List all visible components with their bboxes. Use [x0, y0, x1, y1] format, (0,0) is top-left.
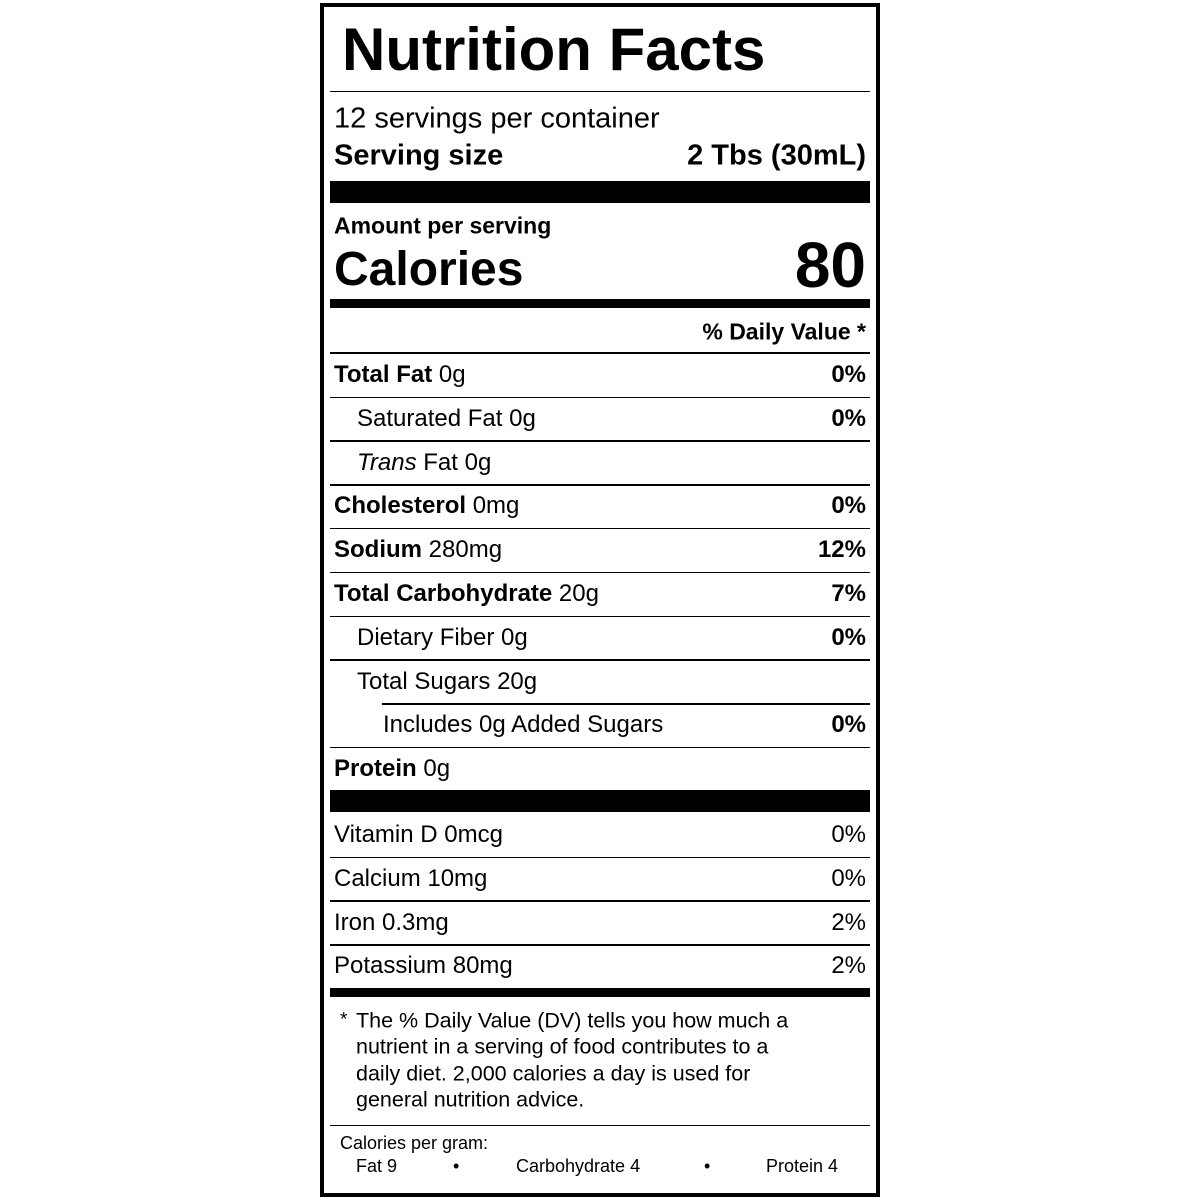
nutrient-name: Dietary Fiber — [357, 623, 495, 651]
nutrient-amount: 0g — [423, 755, 451, 783]
rule — [330, 484, 870, 486]
rule — [330, 746, 870, 749]
vitamin-dv: 2% — [831, 908, 866, 936]
nutrient-dv: 0% — [831, 492, 866, 520]
nutrient-name: Cholesterol — [334, 492, 467, 520]
rule — [330, 790, 870, 812]
nutrient-dv: 0% — [831, 623, 866, 651]
rule — [330, 181, 870, 203]
amount-per-serving: Amount per serving — [334, 212, 552, 239]
nutrient-name: Saturated Fat — [357, 404, 503, 432]
rule — [330, 352, 870, 354]
serving-size-label: Serving size — [334, 139, 504, 172]
vitamin-name: Calcium — [334, 864, 421, 892]
nutrient-row: Total Sugars 20g — [357, 667, 538, 695]
rule — [330, 1125, 870, 1126]
cpg-item: Carbohydrate 4 — [516, 1156, 641, 1176]
nutrient-name: Total Fat — [334, 361, 433, 388]
calories-label: Calories — [334, 243, 524, 296]
vitamin-name: Potassium — [334, 952, 447, 980]
nutrient-row: Protein 0g — [334, 757, 450, 781]
title: Nutrition Facts — [342, 16, 766, 83]
vitamin-row: Iron 0.3mg — [334, 908, 449, 936]
serving-size: 2 Tbs (30mL) — [687, 139, 866, 172]
nutrient-row: Includes 0g Added Sugars — [383, 713, 663, 737]
footnote-line: general nutrition advice. — [356, 1087, 585, 1112]
rule — [330, 571, 870, 574]
nutrient-row: Sodium 280mg — [334, 538, 502, 562]
nutrient-amount: 0mg — [472, 492, 520, 520]
vitamin-amount: 80mg — [452, 952, 513, 980]
rule — [330, 440, 870, 442]
nutrient-row: Dietary Fiber 0g — [357, 623, 528, 651]
footnote-line: The % Daily Value (DV) tells you how muc… — [356, 1008, 789, 1033]
vitamin-amount: 10mg — [427, 864, 488, 892]
vitamin-dv: 0% — [831, 821, 866, 848]
nutrient-dv: 0% — [831, 361, 866, 388]
nutrient-dv: 0% — [831, 404, 866, 432]
nutrient-row: Saturated Fat 0g — [357, 404, 536, 432]
nutrient-amount: 0g — [501, 623, 528, 651]
rule — [330, 615, 870, 617]
nutrient-name: Total Sugars — [357, 667, 491, 695]
nutrient-dv: 12% — [817, 536, 866, 564]
vitamin-name: Vitamin D — [334, 821, 438, 848]
nutrient-amount: 0g — [464, 448, 492, 476]
footnote-star: * — [340, 1009, 348, 1031]
rule — [330, 659, 870, 661]
cpg-item: Protein 4 — [766, 1156, 839, 1176]
rule — [330, 900, 870, 902]
rule — [330, 944, 870, 946]
nutrient-name: Sodium — [334, 536, 422, 564]
vitamin-row: Calcium 10mg — [334, 864, 488, 892]
nutrient-row: Total Carbohydrate 20g — [334, 582, 599, 606]
dv-header: % Daily Value * — [702, 318, 866, 345]
nutrient-amount: 0g — [509, 404, 536, 432]
servings: 12 servings per container — [334, 102, 660, 135]
nutrient-amount: 20g — [497, 667, 538, 695]
nutrient-row: Trans Fat 0g — [357, 448, 492, 476]
nutrient-row: Cholesterol 0mg — [334, 494, 519, 518]
nutrient-name: Fat — [423, 448, 458, 476]
footnote-line: daily diet. 2,000 calories a day is used… — [356, 1060, 751, 1085]
vitamin-amount: 0.3mg — [382, 908, 449, 936]
rule — [382, 703, 870, 705]
nutrient-amount: 280mg — [428, 536, 503, 564]
cpg-bullet: • — [453, 1156, 460, 1176]
rule — [330, 91, 870, 92]
rule — [330, 527, 870, 530]
nutrient-name: Includes 0g Added Sugars — [383, 711, 664, 739]
nutrient-dv: 0% — [831, 711, 866, 739]
rule — [330, 396, 870, 398]
footnote-line: nutrient in a serving of food contribute… — [356, 1034, 769, 1059]
vitamin-amount: 0mcg — [444, 821, 503, 848]
nutrient-name: Protein — [334, 755, 417, 783]
rule — [330, 299, 870, 308]
vitamin-name: Iron — [334, 908, 376, 936]
nutrient-amount: 0g — [438, 361, 466, 388]
calories-value: 80 — [794, 229, 866, 301]
vitamin-dv: 2% — [831, 952, 866, 980]
nutrient-amount: 20g — [558, 580, 599, 607]
nutrient-name-italic: Trans — [357, 448, 417, 476]
rule — [330, 988, 870, 997]
nutrient-name: Total Carbohydrate — [334, 580, 553, 607]
nutrient-row: Total Fat 0g — [334, 363, 466, 387]
vitamin-row: Vitamin D 0mcg — [334, 823, 503, 847]
cpg-bullet: • — [704, 1156, 711, 1176]
cpg-label: Calories per gram: — [340, 1133, 489, 1153]
rule — [330, 856, 870, 858]
cpg-item: Fat 9 — [356, 1156, 398, 1176]
vitamin-row: Potassium 80mg — [334, 954, 513, 978]
nutrient-dv: 7% — [831, 580, 866, 607]
vitamin-dv: 0% — [831, 864, 866, 892]
